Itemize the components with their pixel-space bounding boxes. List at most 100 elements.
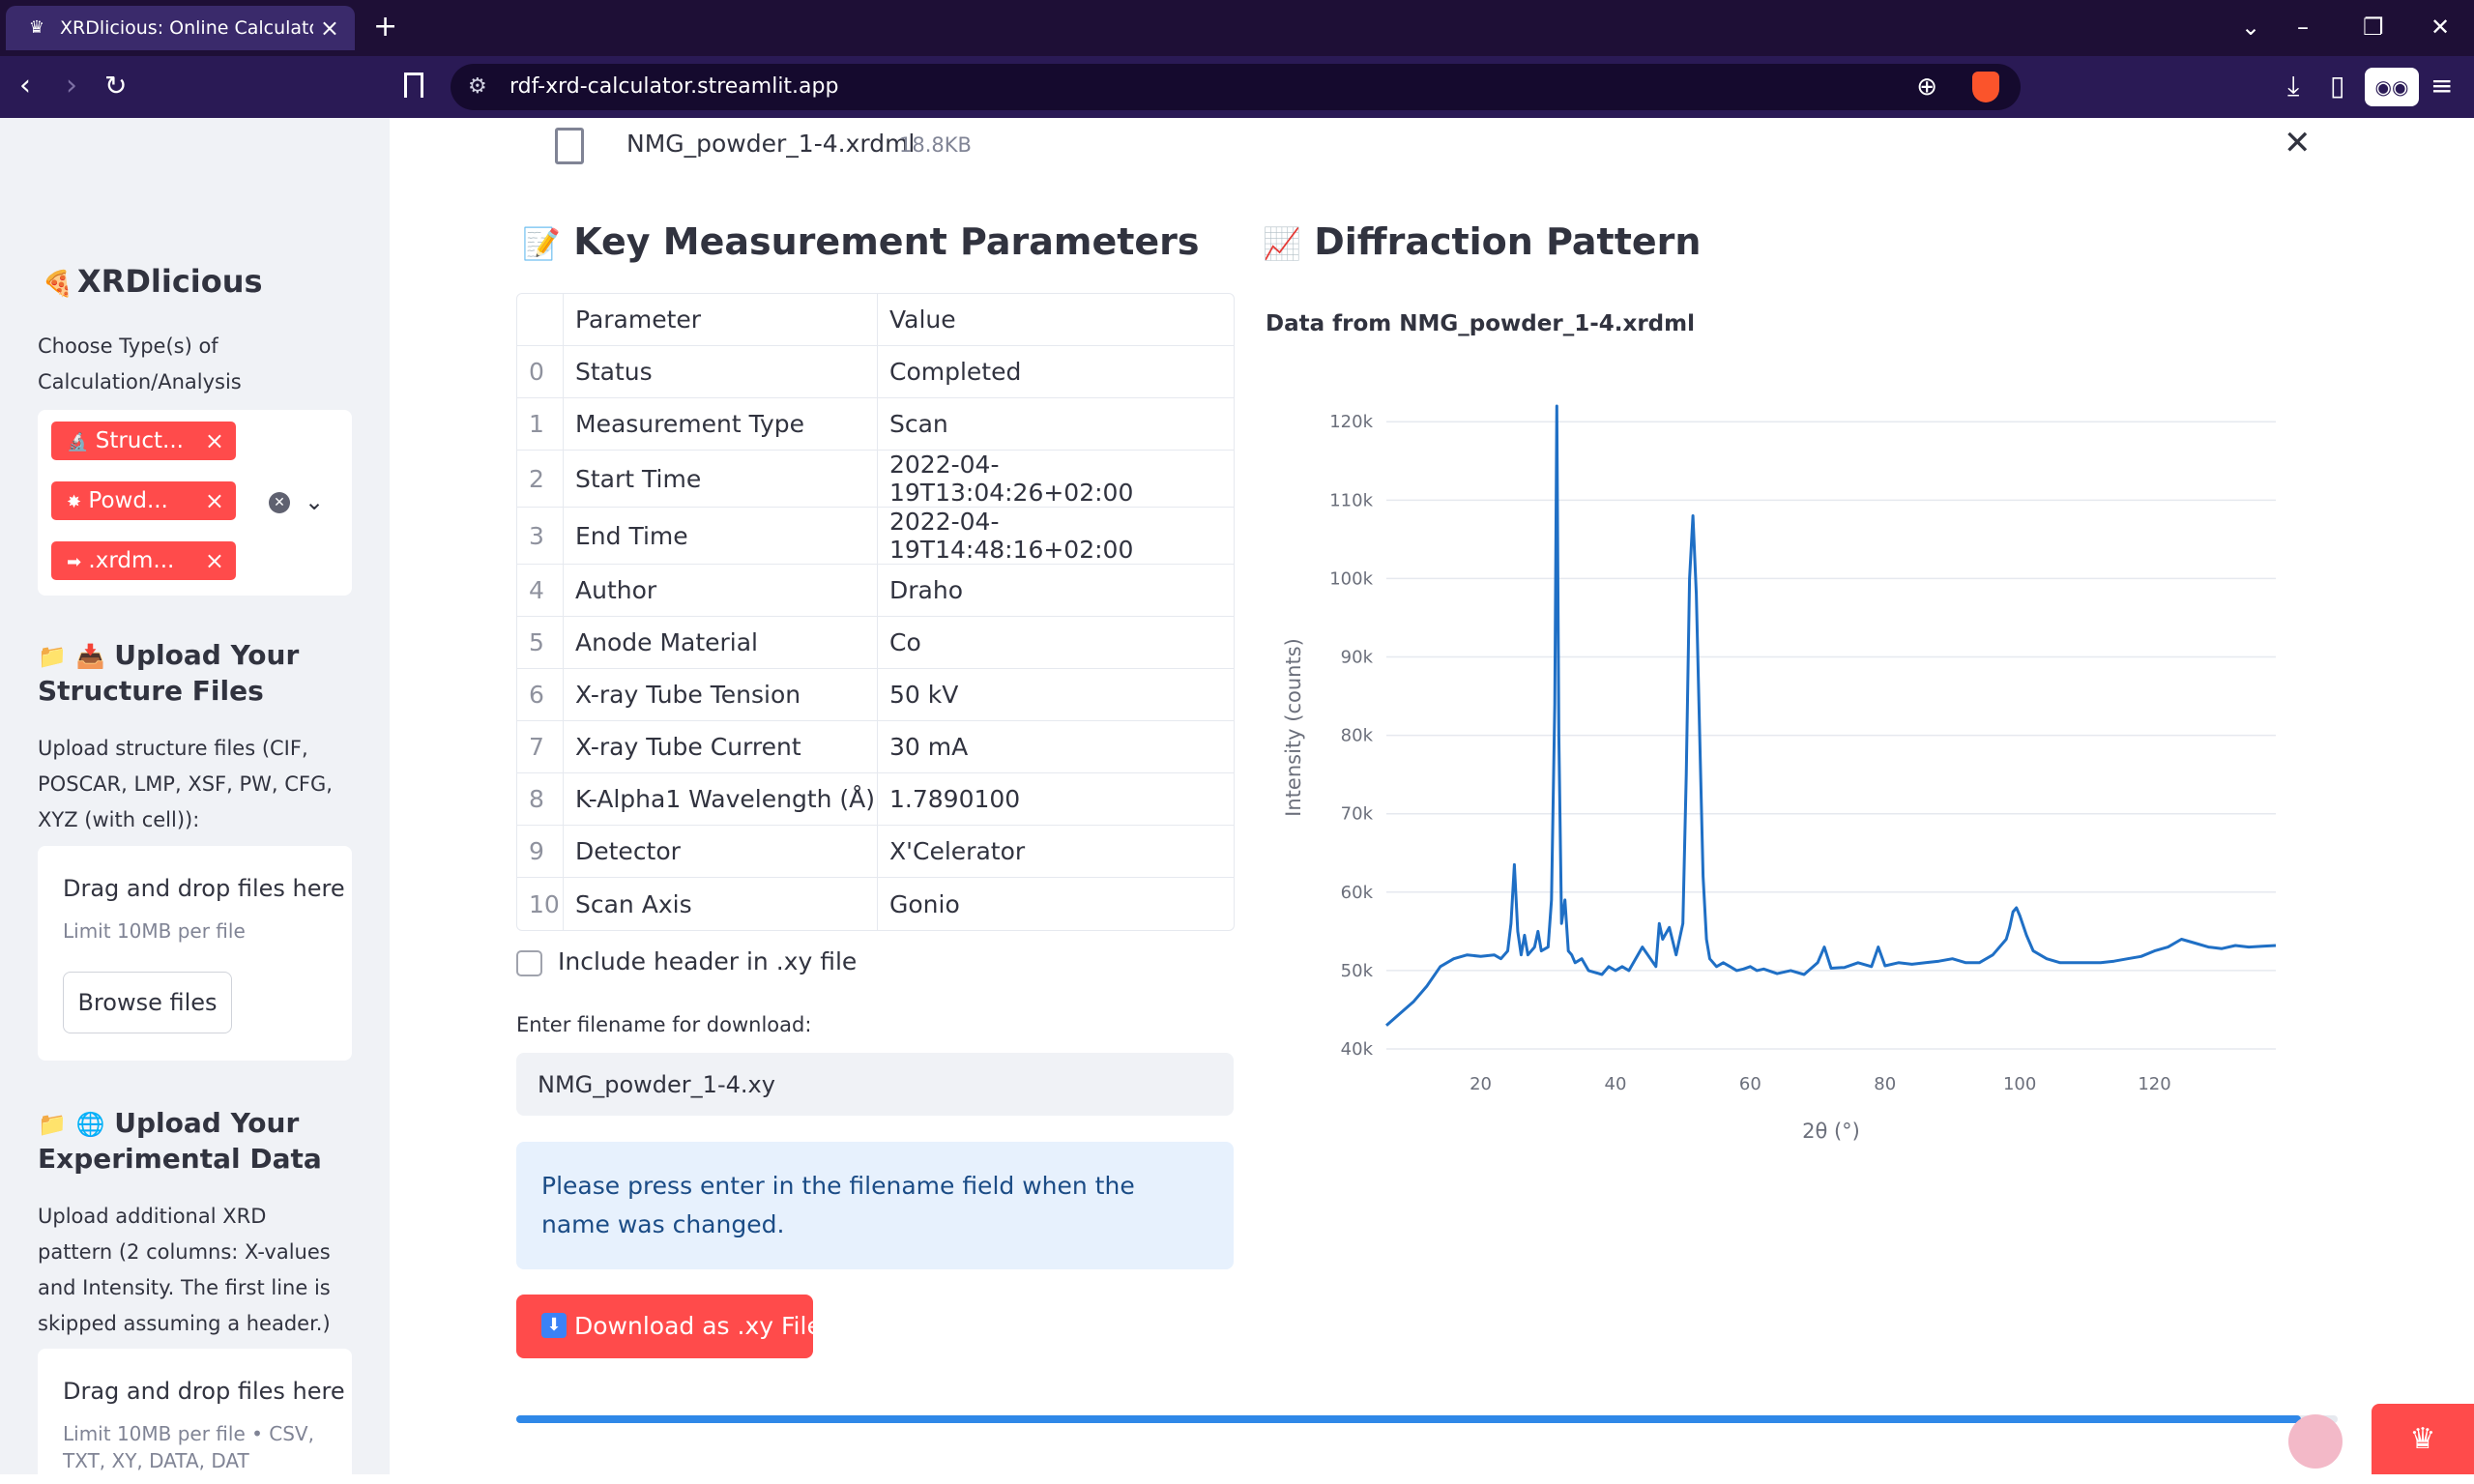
params-table: Parameter Value 0 Status Completed 1 Measur… xyxy=(516,293,1235,931)
chip-xrdml[interactable]: ➡ .xrdm... × xyxy=(51,541,236,580)
table-row: 9 Detector X'Celerator xyxy=(517,826,1234,878)
inbox-icon: 📥 xyxy=(75,643,105,670)
row-param: End Time xyxy=(564,508,878,565)
row-index: 2 xyxy=(517,451,564,508)
new-tab-icon[interactable]: + xyxy=(373,10,398,44)
chip-structure[interactable]: 🔬 Struct... × xyxy=(51,422,236,460)
row-param: Status xyxy=(564,346,878,398)
streamlit-avatar-icon[interactable] xyxy=(2288,1414,2343,1469)
filename-input[interactable] xyxy=(516,1053,1234,1116)
row-index: 5 xyxy=(517,617,564,669)
site-settings-icon[interactable]: ⚙ xyxy=(468,74,487,99)
table-header-row: Parameter Value xyxy=(517,294,1234,346)
download-xy-button[interactable]: ⬇ Download as .xy File xyxy=(516,1295,822,1358)
chip-remove-icon[interactable]: × xyxy=(204,427,224,454)
brave-shield-icon[interactable] xyxy=(1972,72,1999,102)
row-index: 1 xyxy=(517,398,564,451)
y-tick-label: 80k xyxy=(1341,726,1374,746)
calculation-type-multiselect[interactable]: 🔬 Struct... × ✸ Powd... × ➡ .xrdm... × ✕… xyxy=(38,410,352,596)
y-tick-label: 40k xyxy=(1341,1039,1374,1060)
row-value: 30 mA xyxy=(878,721,1234,773)
minimize-icon[interactable]: – xyxy=(2297,14,2309,41)
download-icon[interactable]: ⤓ xyxy=(2287,70,2300,102)
pizza-icon: 🍕 xyxy=(42,270,74,299)
calculation-type-label: Choose Type(s) of Calculation/Analysis xyxy=(38,335,242,393)
diffraction-chart[interactable]: 40k 50k 60k 70k 80k 90k 100k 110k 120k 20 40 60 80 10… xyxy=(1266,367,2290,1160)
address-bar[interactable]: ⚙ rdf-xrd-calculator.streamlit.app ⊕ xyxy=(451,64,2021,110)
folder-icon: 📁 xyxy=(38,643,67,670)
close-window-icon[interactable]: ✕ xyxy=(2430,14,2451,41)
chip-powder[interactable]: ✸ Powd... × xyxy=(51,481,236,520)
row-param: Measurement Type xyxy=(564,398,878,451)
reload-icon[interactable]: ↻ xyxy=(104,70,128,102)
table-row: 3 End Time 2022-04-19T14:48:16+02:00 xyxy=(517,508,1234,565)
memo-icon: 📝 xyxy=(522,225,561,262)
progress-fill xyxy=(516,1415,2302,1423)
row-value: X'Celerator xyxy=(878,826,1234,878)
chip-remove-icon[interactable]: × xyxy=(204,547,224,574)
arrow-right-icon: ➡ xyxy=(67,552,82,572)
params-heading: 📝 Key Measurement Parameters xyxy=(522,220,1200,263)
experimental-dropzone[interactable]: Drag and drop files here Limit 10MB per … xyxy=(38,1349,352,1484)
row-value: 2022-04-19T13:04:26+02:00 xyxy=(878,451,1234,508)
row-value: 2022-04-19T14:48:16+02:00 xyxy=(878,508,1234,565)
chart-subtitle: Data from NMG_powder_1-4.xrdml xyxy=(1266,311,1695,336)
tab-list-chevron-icon[interactable]: ⌄ xyxy=(2241,14,2261,41)
sparkle-icon: ✸ xyxy=(67,492,82,512)
zoom-icon[interactable]: ⊕ xyxy=(1916,73,1937,102)
remove-file-icon[interactable]: ✕ xyxy=(2284,124,2312,162)
upload-experimental-description: Upload additional XRD pattern (2 columns… xyxy=(38,1205,331,1335)
streamlit-crown-icon[interactable]: ♛ xyxy=(2372,1404,2474,1474)
chip-remove-icon[interactable]: × xyxy=(204,487,224,514)
x-tick-label: 20 xyxy=(1470,1074,1492,1094)
progress-bar xyxy=(516,1415,2338,1423)
browser-tab-bar: ♛ XRDlicious: Online Calculator for × + … xyxy=(0,0,2474,56)
y-tick-label: 90k xyxy=(1341,648,1374,668)
close-tab-icon[interactable]: × xyxy=(319,15,339,42)
upload-structure-heading: 📁 📥 Upload Your Structure Files xyxy=(38,639,300,707)
sidebar-toggle-icon[interactable]: ▯ xyxy=(2330,70,2345,102)
filename-label: Enter filename for download: xyxy=(516,1013,812,1036)
y-axis-title: Intensity (counts) xyxy=(1282,638,1305,817)
table-row: 0 Status Completed xyxy=(517,346,1234,398)
parameter-header: Parameter xyxy=(564,294,878,346)
y-tick-label: 60k xyxy=(1341,883,1374,903)
x-tick-label: 60 xyxy=(1739,1074,1761,1094)
menu-icon[interactable]: ≡ xyxy=(2430,70,2454,102)
forward-icon[interactable]: › xyxy=(66,69,77,102)
value-header: Value xyxy=(878,294,1234,346)
dropzone-title: Drag and drop files here xyxy=(63,1378,345,1405)
dropzone-limit: Limit 10MB per file • CSV, TXT, XY, DATA… xyxy=(63,1422,314,1472)
back-icon[interactable]: ‹ xyxy=(19,69,31,102)
row-index: 7 xyxy=(517,721,564,773)
globe-icon: 🌐 xyxy=(75,1111,105,1138)
structure-dropzone[interactable]: Drag and drop files here Limit 10MB per … xyxy=(38,846,352,1061)
crown-icon: ♛ xyxy=(28,17,45,38)
clear-all-icon[interactable]: ✕ xyxy=(269,492,290,513)
table-row: 4 Author Draho xyxy=(517,565,1234,617)
restore-icon[interactable]: ❐ xyxy=(2363,14,2384,41)
y-tick-label: 110k xyxy=(1329,490,1373,510)
chevron-down-icon[interactable]: ⌄ xyxy=(305,488,325,515)
folder-icon: 📁 xyxy=(38,1111,67,1138)
include-header-checkbox[interactable] xyxy=(516,950,542,976)
browser-tab[interactable]: ♛ XRDlicious: Online Calculator for × xyxy=(6,6,355,50)
url-text: rdf-xrd-calculator.streamlit.app xyxy=(509,74,839,99)
row-value: Draho xyxy=(878,565,1234,617)
info-alert: Please press enter in the filename field… xyxy=(516,1142,1234,1269)
table-row: 8 K-Alpha1 Wavelength (Å) 1.7890100 xyxy=(517,773,1234,826)
row-index: 8 xyxy=(517,773,564,826)
y-tick-label: 100k xyxy=(1329,568,1373,589)
row-param: Scan Axis xyxy=(564,878,878,930)
upload-structure-description: Upload structure files (CIF, POSCAR, LMP… xyxy=(38,737,333,831)
browse-files-button[interactable]: Browse files xyxy=(63,972,232,1033)
table-row: 1 Measurement Type Scan xyxy=(517,398,1234,451)
y-tick-label: 50k xyxy=(1341,961,1374,981)
row-index: 4 xyxy=(517,565,564,617)
reader-mode-icon[interactable]: ◉◉ xyxy=(2365,68,2419,106)
bookmark-icon[interactable] xyxy=(404,73,423,98)
y-tick-label: 70k xyxy=(1341,804,1374,825)
row-param: Detector xyxy=(564,826,878,878)
x-tick-label: 40 xyxy=(1605,1074,1627,1094)
dropzone-limit: Limit 10MB per file xyxy=(63,919,246,943)
